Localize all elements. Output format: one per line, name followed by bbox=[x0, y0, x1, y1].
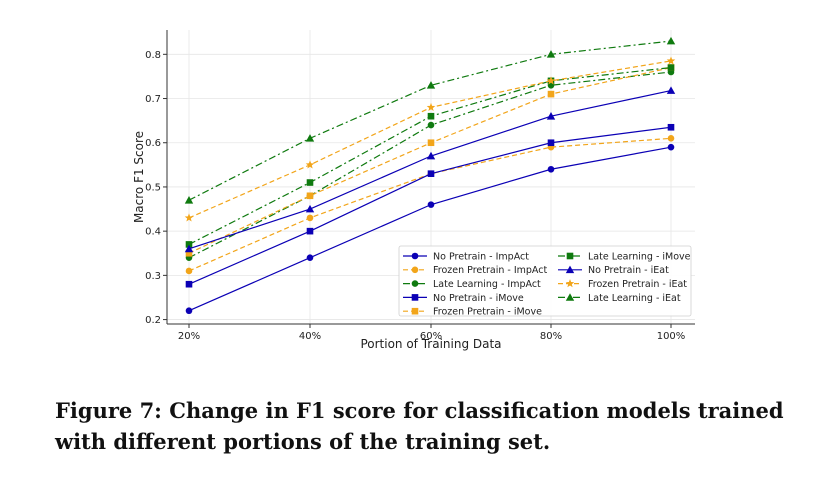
data-point bbox=[426, 102, 436, 112]
data-point bbox=[306, 192, 314, 200]
x-tick-label: 20% bbox=[178, 331, 200, 342]
legend-entry: No Pretrain - ImpAct bbox=[433, 251, 529, 262]
legend-marker bbox=[565, 265, 575, 274]
legend-entry: Late Learning - ImpAct bbox=[433, 279, 541, 290]
legend-marker bbox=[411, 294, 419, 301]
legend-entry: Late Learning - iMove bbox=[588, 251, 691, 262]
data-point bbox=[306, 214, 314, 222]
legend-marker bbox=[566, 252, 574, 260]
data-point bbox=[427, 170, 435, 177]
legend-marker bbox=[565, 279, 575, 288]
data-point bbox=[306, 254, 314, 261]
data-point bbox=[306, 227, 314, 235]
data-point bbox=[305, 160, 315, 169]
figure-caption: Figure 7: Change in F1 score for classif… bbox=[55, 398, 784, 454]
series-line bbox=[188, 71, 672, 259]
x-tick-label: 80% bbox=[540, 331, 562, 342]
y-axis-label: Macro F1 Score bbox=[132, 131, 146, 223]
series-4 bbox=[185, 123, 675, 288]
y-tick-label: 0.8 bbox=[145, 50, 161, 61]
data-point bbox=[547, 90, 555, 98]
data-point bbox=[667, 143, 675, 151]
legend-entry: No Pretrain - iEat bbox=[588, 265, 669, 276]
legend-entry: No Pretrain - iMove bbox=[433, 293, 524, 304]
data-point bbox=[427, 112, 435, 120]
legend: No Pretrain - ImpAct Frozen Pretrain - Im… bbox=[398, 245, 692, 318]
data-point bbox=[427, 139, 435, 147]
data-point bbox=[184, 244, 194, 253]
y-tick-label: 0.4 bbox=[145, 227, 161, 238]
data-point bbox=[185, 280, 193, 288]
legend-entry: Frozen Pretrain - ImpAct bbox=[433, 265, 547, 276]
data-point bbox=[547, 165, 555, 173]
y-tick-label: 0.7 bbox=[145, 94, 161, 105]
x-axis-label: Portion of Training Data bbox=[360, 337, 501, 351]
line-chart: 0.2 0.3 0.4 0.5 0.6 0.7 0.8 20% 40% 60% 80% 100% No… bbox=[132, 30, 695, 351]
series-8 bbox=[184, 56, 676, 222]
data-point bbox=[305, 204, 315, 213]
y-tick-label: 0.6 bbox=[145, 138, 161, 149]
series-1 bbox=[185, 143, 675, 315]
data-point bbox=[426, 81, 436, 89]
x-tick-label: 40% bbox=[299, 331, 321, 342]
legend-box bbox=[398, 245, 692, 317]
data-point bbox=[667, 64, 675, 71]
y-tick-label: 0.2 bbox=[145, 315, 161, 326]
data-point bbox=[305, 134, 315, 142]
data-point bbox=[547, 139, 555, 147]
y-tick-label: 0.3 bbox=[145, 271, 161, 282]
series-7 bbox=[184, 86, 676, 253]
data-point bbox=[185, 249, 193, 257]
axes: 0.2 0.3 0.4 0.5 0.6 0.7 0.8 20% 40% 60% 80% 100% bbox=[145, 30, 695, 342]
data-point bbox=[427, 201, 435, 208]
legend-entry: Frozen Pretrain - iMove bbox=[433, 307, 542, 318]
legend-entry: Late Learning - iEat bbox=[588, 293, 681, 304]
data-point bbox=[667, 135, 675, 142]
y-tick-label: 0.5 bbox=[145, 182, 161, 193]
legend-marker bbox=[411, 280, 419, 287]
data-point bbox=[546, 112, 556, 120]
legend-marker bbox=[565, 293, 575, 301]
x-tick-label: 60% bbox=[420, 331, 442, 342]
legend-marker bbox=[411, 266, 419, 274]
data-point bbox=[667, 123, 675, 131]
data-point bbox=[184, 213, 194, 222]
data-point bbox=[546, 50, 556, 58]
data-point bbox=[185, 307, 193, 315]
data-point bbox=[666, 36, 676, 45]
data-point bbox=[306, 179, 314, 186]
x-tick-label: 100% bbox=[657, 331, 686, 342]
data-point bbox=[666, 56, 676, 65]
data-point bbox=[546, 76, 556, 85]
data-point bbox=[185, 267, 193, 275]
legend-marker bbox=[411, 307, 419, 315]
series-9 bbox=[184, 36, 676, 204]
data-point bbox=[426, 151, 436, 160]
series-lines bbox=[184, 36, 676, 315]
data-point bbox=[184, 196, 194, 204]
data-point bbox=[666, 86, 676, 94]
data-point bbox=[185, 241, 193, 248]
series-line bbox=[188, 40, 672, 201]
data-point bbox=[427, 121, 435, 129]
legend-marker bbox=[411, 252, 419, 260]
legend-entry: Frozen Pretrain - iEat bbox=[588, 279, 687, 290]
